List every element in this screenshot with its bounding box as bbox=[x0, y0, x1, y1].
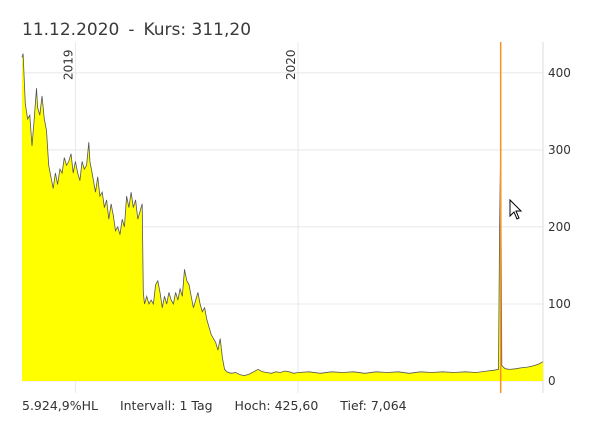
header-date: 11.12.2020 bbox=[22, 20, 120, 40]
chart-footer: 5.924,9%HL Intervall: 1 Tag Hoch: 425,60… bbox=[22, 398, 425, 413]
header-separator: - bbox=[128, 20, 135, 40]
footer-low: Tief: 7,064 bbox=[340, 398, 407, 413]
price-header: 11.12.2020- Kurs: 311,20 bbox=[22, 20, 251, 40]
y-tick-label: 200 bbox=[548, 220, 571, 234]
y-tick-label: 300 bbox=[548, 143, 571, 157]
y-tick-label: 400 bbox=[548, 66, 571, 80]
mouse-pointer-icon bbox=[509, 198, 523, 220]
price-line bbox=[21, 53, 544, 377]
x-axis: 2019 2020 bbox=[61, 49, 298, 80]
footer-interval: Intervall: 1 Tag bbox=[119, 398, 213, 413]
x-tick-label: 2019 bbox=[61, 49, 75, 80]
header-price: Kurs: 311,20 bbox=[143, 20, 252, 40]
y-axis: 0 100 200 300 400 bbox=[548, 66, 571, 388]
y-tick-label: 100 bbox=[548, 297, 571, 311]
y-tick-label: 0 bbox=[548, 374, 556, 388]
x-tick-label: 2020 bbox=[284, 49, 298, 80]
price-area bbox=[22, 53, 543, 381]
footer-change: 5.924,9%HL bbox=[22, 398, 98, 413]
footer-high: Hoch: 425,60 bbox=[234, 398, 319, 413]
